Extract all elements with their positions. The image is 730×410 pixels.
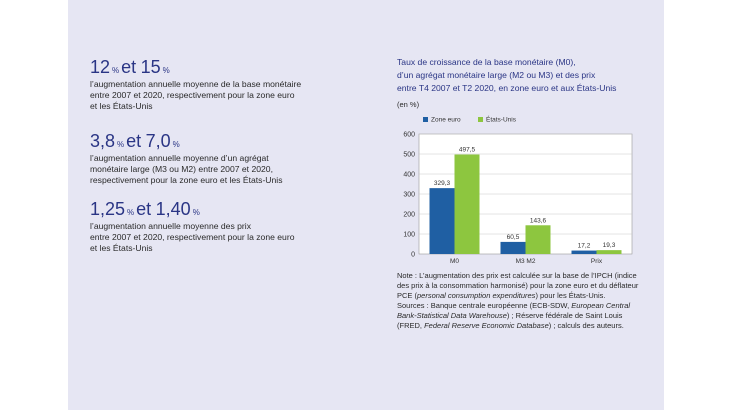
stat-value-2: 1,40 [155, 199, 191, 219]
stat-block-broad-aggregate: 3,8% et 7,0% l’augmentation annuelle moye… [90, 132, 320, 186]
sources-text: Sources : Banque centrale européenne (EC… [397, 301, 631, 330]
stat-value-2: 7,0 [145, 131, 171, 151]
y-tick-label: 200 [403, 212, 415, 219]
legend-entry: États-Unis [486, 115, 517, 124]
stat-unit: % [127, 208, 135, 217]
bar [525, 225, 551, 254]
x-tick-label: M0 [450, 258, 459, 265]
stat-unit: % [112, 66, 120, 75]
stat-value-1: 12 [90, 57, 111, 77]
chart-unit-label: (en %) [397, 100, 420, 109]
stat-description: l’augmentation annuelle moyenne de la ba… [90, 79, 302, 111]
stat-block-prices: 1,25% et 1,40% l’augmentation annuelle mo… [90, 200, 320, 254]
bar-chart: 0 100 200 300 400 500 600 Zone euro États-Unis 32… [403, 115, 633, 265]
data-label: 143,6 [530, 217, 547, 224]
bar [571, 250, 597, 254]
stat-headline: 1,25% et 1,40% [90, 200, 320, 219]
data-label: 329,3 [434, 180, 451, 187]
data-label: 60,5 [507, 234, 520, 241]
bar [454, 154, 480, 254]
legend-swatch [423, 117, 428, 122]
stat-description: l’augmentation annuelle moyenne des prix… [90, 221, 295, 253]
y-tick-label: 0 [411, 252, 415, 259]
stat-value-2: 15 [140, 57, 161, 77]
stat-unit: % [192, 208, 200, 217]
stat-unit: % [162, 66, 170, 75]
y-tick-label: 100 [403, 232, 415, 239]
bar [500, 241, 526, 254]
data-label: 17,2 [578, 243, 591, 250]
data-label: 497,5 [459, 147, 476, 154]
stat-joiner: et [126, 131, 142, 151]
stat-joiner: et [121, 57, 137, 77]
stat-headline: 3,8% et 7,0% [90, 132, 320, 151]
bar [429, 188, 455, 254]
note-text: Note : L’augmentation des prix est calcu… [397, 271, 639, 300]
y-tick-label: 300 [403, 192, 415, 199]
chart-notes: Note : L’augmentation des prix est calcu… [397, 271, 647, 331]
stat-headline: 12% et 15% [90, 58, 320, 77]
y-tick-label: 500 [403, 152, 415, 159]
stat-joiner: et [136, 199, 152, 219]
data-label: 19,3 [603, 242, 616, 249]
stat-description: l’augmentation annuelle moyenne d’un agr… [90, 153, 283, 185]
stat-value-1: 3,8 [90, 131, 116, 151]
y-tick-label: 400 [403, 172, 415, 179]
y-tick-label: 600 [403, 132, 415, 139]
stat-value-1: 1,25 [90, 199, 126, 219]
legend-swatch [478, 117, 483, 122]
x-tick-label: Prix [591, 258, 603, 265]
stat-unit: % [172, 140, 180, 149]
legend-entry: Zone euro [431, 117, 461, 124]
bar [596, 250, 622, 254]
stat-unit: % [117, 140, 125, 149]
chart-title: Taux de croissance de la base monétaire … [397, 57, 617, 93]
x-tick-label: M3 M2 [516, 258, 536, 265]
stat-block-monetary-base: 12% et 15% l’augmentation annuelle moyenn… [90, 58, 320, 112]
